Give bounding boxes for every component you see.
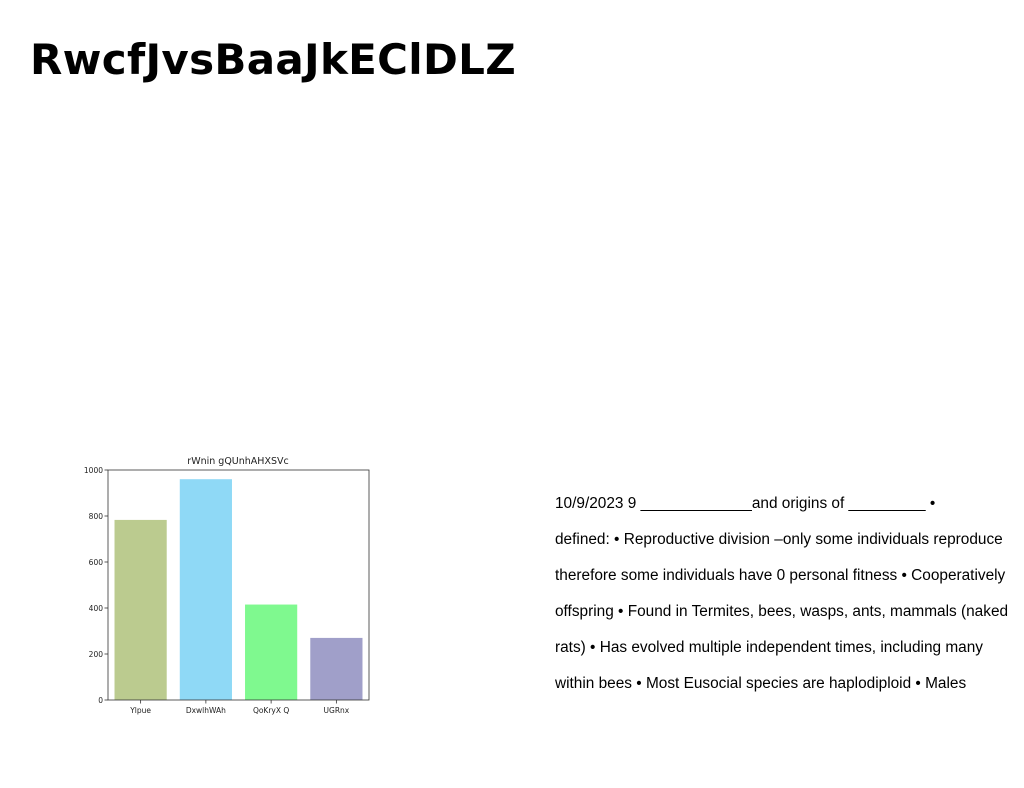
chart-title: rWnin gQUnhAHXSVc [187, 456, 288, 467]
bar [245, 604, 298, 700]
y-tick-label: 400 [89, 604, 104, 613]
bar-chart: rWnin gQUnhAHXSVc 0 200 400 600 800 1000 Ylpue… [74, 448, 394, 720]
y-tick-label: 600 [89, 558, 104, 567]
plot-frame [107, 469, 370, 701]
y-tick-label: 200 [89, 650, 104, 659]
x-tick-label: UGRnx [324, 706, 350, 715]
body-text-line: within bees • Most Eusocial species are … [555, 675, 967, 692]
chart-plot-area: 0 200 400 600 800 1000 Ylpue DxwlhWAh QoKryX Q UG… [84, 466, 370, 715]
body-text-line: defined: • Reproductive division –only s… [555, 531, 1003, 548]
body-text-block: 10/9/2023 9 _____________and origins of … [555, 477, 1024, 711]
bar-chart-svg: rWnin gQUnhAHXSVc 0 200 400 600 800 1000 Ylpue… [84, 456, 370, 715]
x-tick-label: Ylpue [129, 706, 151, 715]
y-tick-label: 1000 [84, 466, 103, 475]
body-text-line: therefore some individuals have 0 person… [555, 567, 1006, 584]
body-text-line: 10/9/2023 9 _____________and origins of … [555, 495, 936, 512]
y-tick-label: 0 [98, 696, 103, 705]
page-title: RwcfJvsBaaJkEClDLZ [30, 35, 516, 84]
bar [310, 637, 363, 700]
bar [114, 519, 167, 700]
x-tick-label: QoKryX Q [253, 706, 289, 715]
body-text-line: rats) • Has evolved multiple independent… [555, 639, 983, 656]
bar [179, 479, 232, 700]
x-tick-label: DxwlhWAh [186, 706, 226, 715]
y-tick-label: 800 [89, 512, 104, 521]
body-text-line: offspring • Found in Termites, bees, was… [555, 603, 1009, 620]
